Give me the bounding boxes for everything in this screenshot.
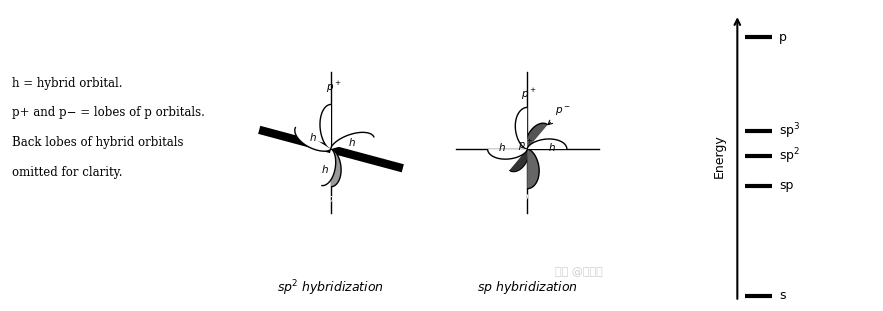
Text: h: h xyxy=(309,132,316,142)
Text: $p^+$: $p^+$ xyxy=(521,87,537,102)
Text: $p^+$: $p^+$ xyxy=(517,137,532,153)
Text: $\it{sp}$$^2$ $\it{hybridization}$: $\it{sp}$$^2$ $\it{hybridization}$ xyxy=(277,278,384,298)
Text: $\it{sp}$ $\it{hybridization}$: $\it{sp}$ $\it{hybridization}$ xyxy=(477,279,577,296)
Text: h: h xyxy=(349,138,355,148)
Text: Back lobes of hybrid orbitals: Back lobes of hybrid orbitals xyxy=(11,136,184,149)
Text: $p^-$: $p^-$ xyxy=(326,194,342,207)
Text: $p^-$: $p^-$ xyxy=(548,105,570,125)
Text: sp$^2$: sp$^2$ xyxy=(779,146,800,166)
Text: h: h xyxy=(548,143,555,153)
Text: Energy: Energy xyxy=(713,134,726,178)
Text: sp$^3$: sp$^3$ xyxy=(779,121,800,141)
Text: sp: sp xyxy=(779,179,793,192)
Text: p: p xyxy=(779,30,787,44)
Text: 知乎 @火龙果: 知乎 @火龙果 xyxy=(555,267,602,277)
Text: h: h xyxy=(499,143,506,153)
Text: h = hybrid orbital.: h = hybrid orbital. xyxy=(11,77,123,90)
Text: s: s xyxy=(779,289,786,302)
Text: p+ and p− = lobes of p orbitals.: p+ and p− = lobes of p orbitals. xyxy=(11,106,205,119)
Text: $p^+$: $p^+$ xyxy=(326,80,342,95)
Text: $p^-$: $p^-$ xyxy=(521,192,537,205)
Text: omitted for clarity.: omitted for clarity. xyxy=(11,166,123,179)
Text: h: h xyxy=(322,165,328,175)
